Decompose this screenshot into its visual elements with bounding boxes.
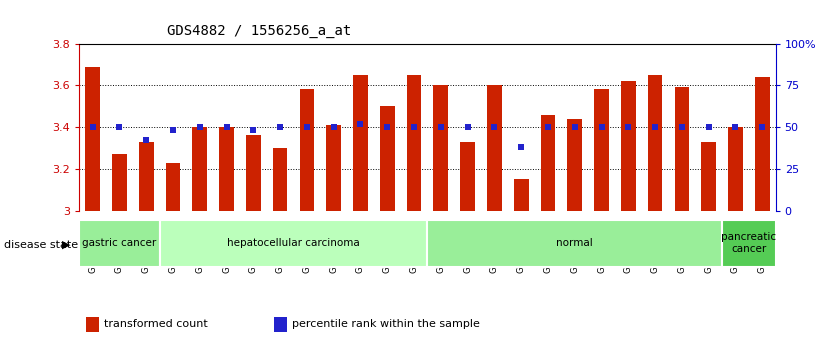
Bar [193, 127, 207, 211]
Text: disease state: disease state [4, 240, 78, 250]
Bar [379, 106, 394, 211]
Bar [621, 81, 636, 211]
Bar [514, 179, 529, 211]
Bar [648, 75, 662, 211]
Bar [273, 148, 288, 211]
Bar [166, 163, 180, 211]
Bar [219, 127, 234, 211]
Text: GDS4882 / 1556256_a_at: GDS4882 / 1556256_a_at [167, 24, 351, 38]
Bar [460, 142, 475, 211]
FancyBboxPatch shape [159, 220, 427, 267]
Bar [755, 77, 770, 211]
Text: percentile rank within the sample: percentile rank within the sample [292, 319, 480, 329]
Bar [85, 66, 100, 211]
Bar [487, 85, 502, 211]
Bar [675, 87, 689, 211]
Bar [407, 75, 421, 211]
Bar [246, 135, 261, 211]
FancyBboxPatch shape [427, 220, 722, 267]
Bar [326, 125, 341, 211]
FancyBboxPatch shape [79, 220, 159, 267]
Bar [540, 114, 555, 211]
Text: transformed count: transformed count [103, 319, 208, 329]
Text: gastric cancer: gastric cancer [83, 238, 157, 248]
Bar [594, 89, 609, 211]
Bar [112, 154, 127, 211]
FancyBboxPatch shape [722, 220, 776, 267]
Bar [274, 317, 287, 332]
Bar [86, 317, 98, 332]
Bar [299, 89, 314, 211]
Text: ▶: ▶ [63, 240, 71, 250]
Bar [353, 75, 368, 211]
Bar [434, 85, 448, 211]
Bar [728, 127, 743, 211]
Bar [567, 119, 582, 211]
Bar [701, 142, 716, 211]
Text: hepatocellular carcinoma: hepatocellular carcinoma [227, 238, 360, 248]
Bar [138, 142, 153, 211]
Text: pancreatic
cancer: pancreatic cancer [721, 232, 776, 254]
Text: normal: normal [556, 238, 593, 248]
